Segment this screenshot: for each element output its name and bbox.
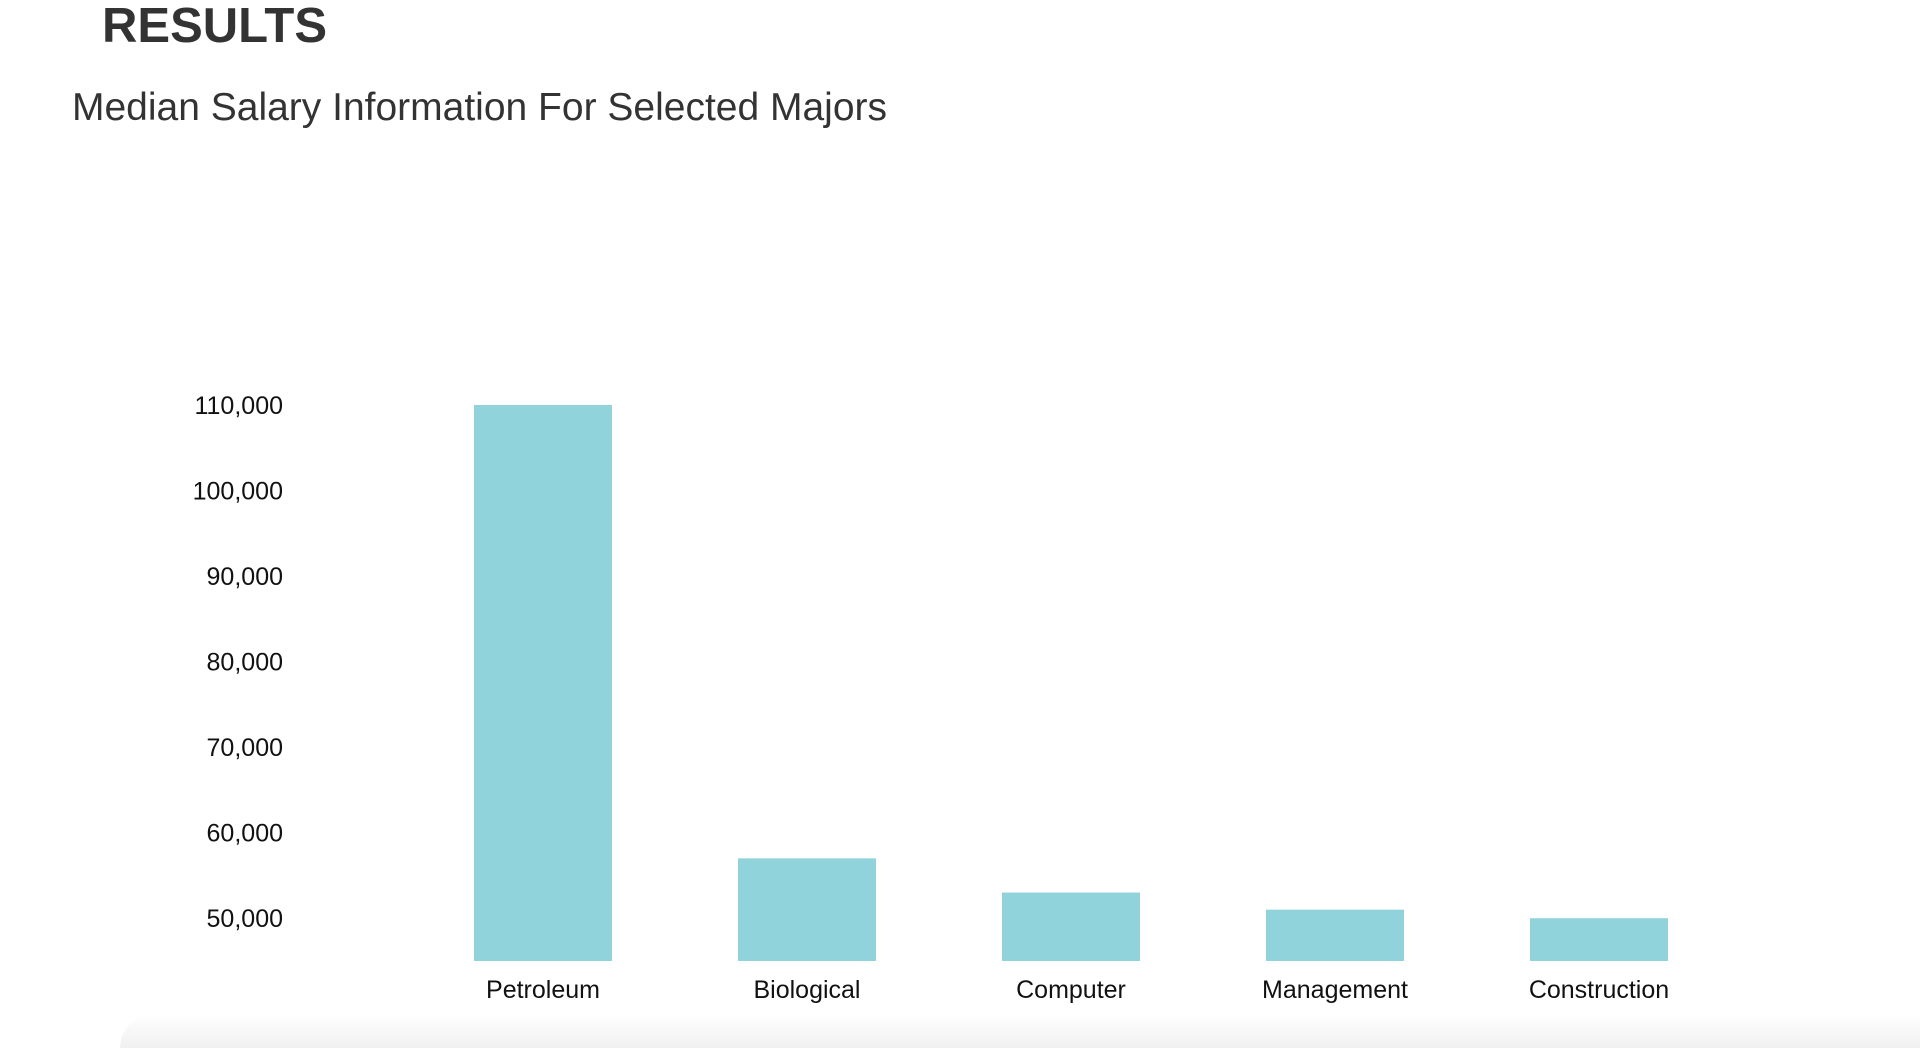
y-tick-label: 50,000 (207, 905, 283, 933)
chart-title: Median Salary Information For Selected M… (72, 86, 888, 129)
y-tick-label: 80,000 (207, 649, 283, 677)
bar-biological[interactable] (738, 858, 876, 961)
y-tick-label: 100,000 (193, 478, 283, 506)
x-axis: Petroleum Biological Computer Management Con… (486, 976, 1669, 1004)
bars (474, 405, 1668, 961)
x-tick-label: Construction (1529, 976, 1669, 1004)
x-tick-label: Management (1262, 976, 1408, 1004)
bar-management[interactable] (1266, 909, 1404, 961)
y-axis: 110,000 100,000 90,000 80,000 70,000 60,000 50… (193, 392, 283, 933)
y-tick-label: 90,000 (207, 563, 283, 591)
results-heading: RESULTS (102, 0, 328, 53)
y-tick-label: 110,000 (194, 392, 283, 420)
bar-computer[interactable] (1002, 892, 1140, 961)
bar-construction[interactable] (1530, 918, 1668, 961)
x-tick-label: Computer (1016, 976, 1126, 1004)
x-tick-label: Biological (753, 976, 860, 1004)
x-tick-label: Petroleum (486, 976, 600, 1004)
y-tick-label: 70,000 (207, 734, 283, 762)
y-tick-label: 60,000 (207, 820, 283, 848)
bar-petroleum[interactable] (474, 405, 612, 961)
